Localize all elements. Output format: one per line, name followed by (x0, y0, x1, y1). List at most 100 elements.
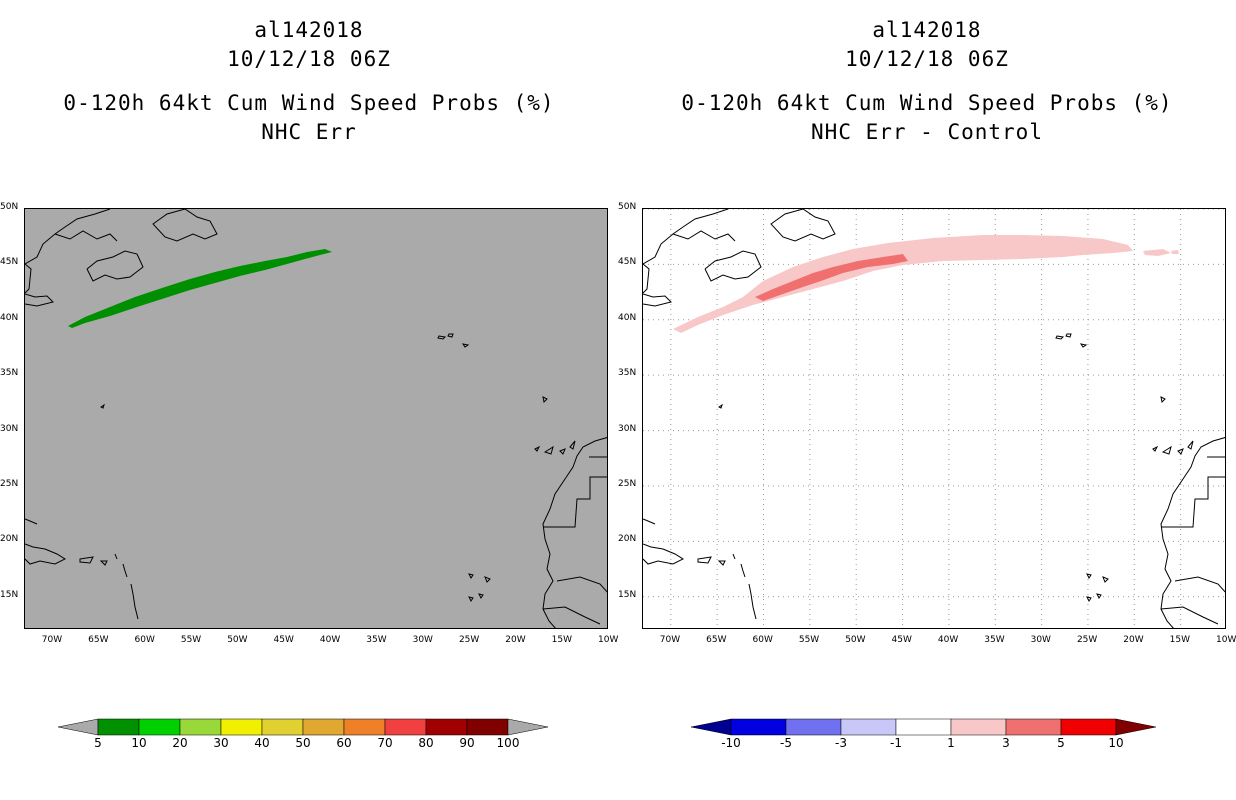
left-lat-tick-label: 35N (0, 368, 19, 379)
left-lon-tick-label: 60W (134, 635, 155, 645)
left-storm-id: al142018 (254, 18, 364, 42)
right-product-title: 0-120h 64kt Cum Wind Speed Probs (%) (681, 91, 1173, 115)
left-colorbar-label: 60 (336, 736, 352, 750)
right-lat-tick-label: 20N (618, 534, 637, 545)
left-lon-tick-label: 20W (505, 635, 526, 645)
right-colorbar-swatch (1060, 718, 1117, 736)
left-lat-tick-label: 30N (0, 423, 19, 434)
right-lon-tick-label: 15W (1169, 635, 1190, 645)
left-colorbar-label: 30 (213, 736, 229, 750)
right-colorbar-swatch (895, 718, 952, 736)
left-lon-tick-label: 15W (551, 635, 572, 645)
left-lon-tick-label: 50W (227, 635, 248, 645)
left-lon-tick-label: 40W (319, 635, 341, 645)
right-subtitle: NHC Err - Control (811, 120, 1043, 144)
left-lat-tick-label: 20N (0, 534, 19, 545)
right-lon-tick-label: 45W (891, 635, 912, 645)
right-lon-tick-label: 60W (752, 635, 773, 645)
left-colorbar-label: 70 (377, 736, 393, 750)
left-colorbar-swatch (138, 718, 181, 736)
left-lon-tick-label: 10W (598, 635, 619, 645)
right-lat-tick-label: 40N (618, 312, 637, 323)
left-lon-tick-label: 35W (366, 635, 387, 645)
left-coastlines (25, 209, 607, 628)
right-colorbar-label: -10 (721, 736, 741, 750)
right-colorbar-label: -1 (890, 736, 902, 750)
right-colorbar-high-arrow (1115, 718, 1157, 736)
right-colorbar-swatch (1005, 718, 1062, 736)
right-colorbar-swatch (785, 718, 842, 736)
right-title-block: al142018 10/12/18 06Z 0-120h 64kt Cum Wi… (618, 16, 1236, 147)
left-colorbar-swatches (57, 718, 549, 736)
difference-band-outlier-1 (1143, 249, 1171, 256)
right-lat-tick-label: 35N (618, 368, 637, 379)
left-lon-tick-label: 25W (458, 635, 480, 645)
right-colorbar-label: 3 (1002, 736, 1010, 750)
right-storm-id: al142018 (872, 18, 982, 42)
left-map-graphic (25, 209, 607, 628)
left-colorbar-swatch (220, 718, 263, 736)
right-lon-tick-label: 30W (1030, 635, 1051, 645)
right-lon-tick-label: 20W (1123, 635, 1144, 645)
left-lon-tick-label: 45W (273, 635, 294, 645)
right-colorbar-label: 5 (1057, 736, 1065, 750)
left-lat-tick-label: 15N (0, 589, 19, 600)
right-lon-tick-label: 65W (706, 635, 727, 645)
left-colorbar-label: 40 (254, 736, 270, 750)
left-product-title: 0-120h 64kt Cum Wind Speed Probs (%) (63, 91, 555, 115)
right-lon-tick-label: 50W (845, 635, 866, 645)
right-coastlines (643, 209, 1225, 628)
left-lat-tick-label: 45N (0, 257, 19, 268)
right-colorbar-label: 1 (947, 736, 955, 750)
right-colorbar-label: -5 (780, 736, 792, 750)
left-probability-map (24, 208, 608, 629)
right-colorbar-swatch (950, 718, 1007, 736)
left-lat-tick-label: 50N (0, 202, 19, 212)
wind-probability-swath (68, 249, 332, 328)
left-subtitle: NHC Err (261, 120, 357, 144)
right-colorbar-swatches (690, 718, 1157, 736)
left-colorbar: 5 10 20 30 40 50 60 70 80 90 100 (0, 716, 618, 756)
right-lat-tick-label: 30N (618, 423, 637, 434)
right-lon-tick-label: 25W (1076, 635, 1098, 645)
left-lon-tick-label: 55W (180, 635, 202, 645)
right-datetime: 10/12/18 06Z (845, 47, 1009, 71)
left-colorbar-swatch (97, 718, 140, 736)
right-lat-tick-label: 15N (618, 589, 637, 600)
left-lat-tick-label: 40N (0, 312, 19, 323)
left-lat-tick-label: 25N (0, 478, 19, 489)
left-colorbar-swatch (302, 718, 345, 736)
right-lon-tick-label: 35W (984, 635, 1005, 645)
left-colorbar-label: 20 (172, 736, 188, 750)
difference-band-outlier-2 (1171, 250, 1179, 254)
left-title-block: al142018 10/12/18 06Z 0-120h 64kt Cum Wi… (0, 16, 618, 147)
left-lon-tick-label: 65W (88, 635, 109, 645)
right-colorbar-label: -3 (835, 736, 847, 750)
left-colorbar-swatch (384, 718, 427, 736)
left-datetime: 10/12/18 06Z (227, 47, 391, 71)
right-lon-tick-label: 40W (937, 635, 959, 645)
left-colorbar-swatch (425, 718, 468, 736)
left-colorbar-label: 90 (459, 736, 475, 750)
right-lat-tick-label: 25N (618, 478, 637, 489)
right-difference-map (642, 208, 1226, 629)
left-colorbar-label: 100 (496, 736, 520, 750)
left-colorbar-high-arrow (507, 718, 549, 736)
right-colorbar-swatch (840, 718, 897, 736)
left-colorbar-low-arrow (57, 718, 99, 736)
left-colorbar-label: 80 (418, 736, 434, 750)
left-colorbar-swatch (179, 718, 222, 736)
right-lon-tick-label: 70W (659, 635, 681, 645)
map-gridlines (643, 209, 1225, 628)
left-colorbar-label: 10 (131, 736, 147, 750)
right-colorbar: -10 -5 -3 -1 1 3 5 10 (618, 716, 1236, 756)
right-colorbar-label: 10 (1108, 736, 1124, 750)
right-colorbar-low-arrow (690, 718, 732, 736)
right-lon-tick-label: 55W (798, 635, 820, 645)
left-colorbar-swatch (466, 718, 509, 736)
right-map-graphic (643, 209, 1225, 628)
difference-contours (673, 235, 1179, 333)
left-colorbar-swatch (343, 718, 386, 736)
left-colorbar-label: 50 (295, 736, 311, 750)
right-lat-tick-label: 45N (618, 257, 637, 268)
